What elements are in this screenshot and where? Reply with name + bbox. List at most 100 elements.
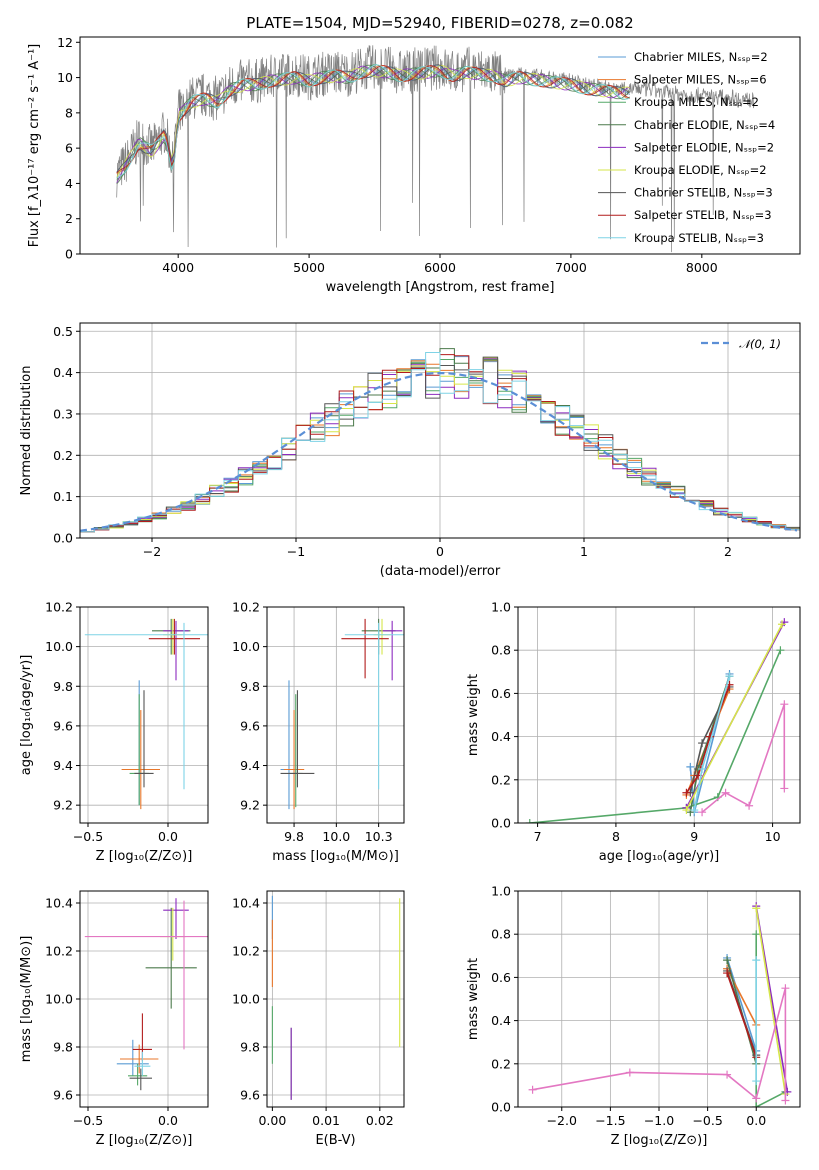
y-tick-label: 9.4 [53, 758, 73, 773]
x-tick-label: 0.0 [158, 829, 178, 844]
legend-entry-normal: 𝒩(0, 1) [739, 337, 781, 351]
series-marker-8 [682, 788, 691, 797]
y-tick-label: 10.2 [232, 944, 260, 959]
model-line-5 [116, 65, 631, 184]
series-marker-8 [705, 732, 714, 741]
series-marker-9 [752, 956, 761, 965]
plot-area [528, 902, 792, 1107]
legend-entry-4: Chabrier ELODIE, Nₛₛₚ=4 [634, 118, 775, 132]
x-axis-label: mass [log₁₀(M/M⊙)] [272, 849, 399, 864]
legend-entry-9: Kroupa STELIB, Nₛₛₚ=3 [634, 231, 764, 245]
x-tick-label: 10.0 [322, 829, 350, 844]
series-marker-6 [777, 620, 786, 629]
y-tick-label: 10.0 [45, 992, 73, 1007]
x-tick-label: 8000 [686, 260, 718, 275]
series-line-3 [529, 649, 782, 823]
x-tick-label: 4000 [162, 260, 194, 275]
series-marker-9 [752, 1077, 761, 1086]
y-tick-label: 0.0 [53, 531, 73, 546]
y-tick-label: 0.6 [491, 970, 511, 985]
series-line-6 [755, 908, 787, 1095]
series-marker-8 [723, 969, 732, 978]
x-tick-label: 10 [765, 829, 781, 844]
y-tick-label: 1.0 [491, 884, 511, 899]
x-tick-label: 9 [690, 829, 698, 844]
series-marker-10 [625, 1068, 634, 1077]
x-tick-label: 0 [436, 544, 444, 559]
y-axis-label: Normed distribution [19, 366, 34, 496]
y-tick-label: 10.2 [45, 944, 73, 959]
series-marker-1 [686, 762, 695, 771]
chart-residual-histogram: 𝒩(0, 1) −2 −1 0 1 2 0.0 0.1 0.2 0.3 0.4 0.5 (data-mo… [19, 322, 801, 579]
series-marker-10 [528, 1085, 537, 1094]
figure-title: PLATE=1504, MJD=52940, FIBERID=0278, z=0… [246, 14, 633, 32]
y-tick-label: 9.8 [53, 679, 73, 694]
series-marker-9 [725, 672, 734, 681]
y-tick-label: 6 [65, 141, 73, 156]
model-line-7 [116, 64, 631, 173]
model-line-8 [116, 65, 630, 174]
chart-age-vs-mass: 9.8 10.0 10.3 9.2 9.4 9.6 9.8 10.0 10.2 mass [log… [232, 600, 405, 864]
x-axis-label: age [log₁₀(age/yr)] [599, 849, 720, 864]
x-tick-label: −0.5 [73, 1113, 103, 1128]
y-tick-label: 4 [65, 176, 73, 191]
series-line-10 [532, 987, 787, 1101]
chart-spectrum: Chabrier MILES, Nₛₛₚ=2 Salpeter MILES, Nₛ… [27, 35, 801, 295]
plot-area [84, 898, 208, 1091]
x-tick-label: 2 [724, 544, 732, 559]
x-tick-label: −1.0 [644, 1113, 674, 1128]
series-line-1 [726, 957, 757, 1052]
series-marker-4 [723, 956, 732, 965]
legend-entry-7: Chabrier STELIB, Nₛₛₚ=3 [634, 186, 773, 200]
legend: Chabrier MILES, Nₛₛₚ=2 Salpeter MILES, Nₛ… [598, 50, 775, 245]
plot-area [280, 618, 404, 810]
y-tick-label: 9.8 [240, 679, 260, 694]
y-tick-label: 0.1 [53, 489, 73, 504]
y-tick-label: 0.2 [491, 1056, 511, 1071]
y-tick-label: 0.0 [491, 1100, 511, 1115]
plots-layer: Chabrier MILES, Nₛₛₚ=2 Salpeter MILES, Nₛ… [19, 35, 801, 1148]
x-tick-label: −1.5 [595, 1113, 625, 1128]
y-axis-label: mass [log₁₀(M/M⊙)] [19, 936, 34, 1063]
y-tick-label: 0.4 [53, 365, 73, 380]
series-marker-10 [745, 801, 754, 810]
plot-area [80, 348, 800, 533]
y-tick-label: 9.6 [240, 1088, 260, 1103]
y-tick-label: 0.2 [53, 448, 73, 463]
y-tick-label: 1.0 [491, 600, 511, 615]
legend-entry-3: Kroupa MILES, Nₛₛₚ=2 [634, 95, 759, 109]
legend-entry-2: Salpeter MILES, Nₛₛₚ=6 [634, 73, 767, 87]
series-marker-3 [752, 1103, 761, 1107]
series-marker-10 [780, 700, 789, 709]
plot-area [84, 618, 208, 810]
series-line-8 [726, 972, 757, 1058]
legend-entry-6: Kroupa ELODIE, Nₛₛₚ=2 [634, 163, 767, 177]
y-tick-label: 10.2 [45, 600, 73, 615]
x-tick-label: 7 [534, 829, 542, 844]
y-tick-label: 12 [57, 35, 73, 50]
series-marker-3 [752, 930, 761, 939]
y-tick-label: 9.8 [240, 1040, 260, 1055]
y-axis-label: Flux [f_λ10⁻¹⁷ erg cm⁻² s⁻¹ A⁻¹] [27, 44, 42, 248]
x-tick-label: 5000 [293, 260, 325, 275]
y-tick-label: 0.5 [53, 324, 73, 339]
y-tick-label: 10.0 [232, 992, 260, 1007]
x-tick-label: −0.5 [692, 1113, 722, 1128]
y-tick-label: 9.2 [53, 798, 73, 813]
x-tick-label: 9.8 [284, 829, 304, 844]
x-tick-label: −0.5 [73, 829, 103, 844]
series-marker-6 [682, 806, 691, 815]
y-tick-label: 0.3 [53, 406, 73, 421]
series-marker-6 [752, 904, 761, 913]
plot-area [525, 618, 789, 823]
x-axis-label: wavelength [Angstrom, rest frame] [326, 280, 555, 295]
y-tick-label: 0.4 [491, 1013, 511, 1028]
y-tick-label: 0 [65, 247, 73, 262]
axes-frame [266, 606, 405, 824]
x-axis-label: Z [log₁₀(Z/Z⊙)] [96, 1133, 193, 1148]
x-tick-label: 7000 [555, 260, 587, 275]
legend-entry-5: Salpeter ELODIE, Nₛₛₚ=2 [634, 140, 774, 154]
legend-entry-1: Chabrier MILES, Nₛₛₚ=2 [634, 50, 768, 64]
series-marker-9 [698, 765, 707, 773]
x-axis-label: E(B-V) [315, 1133, 355, 1148]
